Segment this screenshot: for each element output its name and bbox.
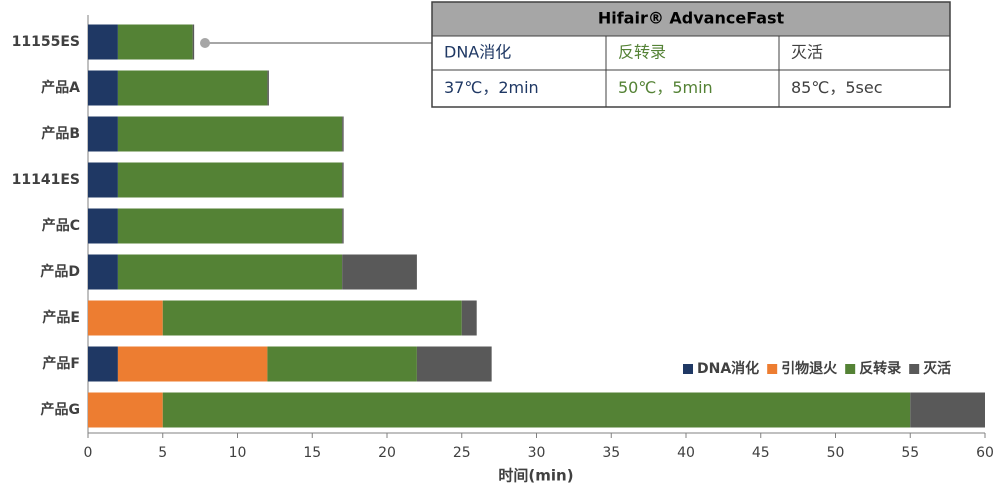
bar-segment	[461, 300, 477, 336]
bar-segment	[162, 392, 911, 428]
table-header: 反转录	[618, 43, 666, 62]
bar-segment	[117, 116, 343, 152]
legend-label: 反转录	[859, 360, 901, 377]
bar-segment	[88, 116, 118, 152]
x-tick-label: 55	[901, 445, 919, 461]
bar-segment	[267, 346, 417, 382]
bar-segment	[162, 300, 462, 336]
bar-segment	[416, 346, 492, 382]
bar-segment	[88, 346, 118, 382]
y-tick-label: 产品F	[42, 355, 80, 372]
bar-segment	[88, 208, 118, 244]
legend-swatch	[845, 364, 856, 374]
table-cell: 37℃，2min	[444, 78, 539, 97]
legend-swatch	[683, 364, 693, 374]
x-tick-label: 5	[158, 445, 167, 461]
x-tick-label: 45	[752, 445, 770, 461]
table-frame	[431, 1, 951, 108]
x-tick-label: 15	[303, 445, 321, 461]
x-axis-label: 时间(min)	[498, 467, 573, 485]
table-title-bg	[432, 2, 950, 36]
bar-segment	[88, 300, 163, 336]
legend-label: DNA消化	[697, 360, 759, 377]
bar-segment	[117, 346, 268, 382]
y-tick-label: 产品D	[40, 263, 80, 280]
legend-label: 引物退火	[781, 360, 838, 377]
table-title: Hifair® AdvanceFast	[598, 9, 785, 28]
bar-segment	[88, 24, 118, 60]
y-tick-label: 产品E	[42, 309, 80, 326]
bar-segment	[342, 254, 417, 290]
x-tick-label: 0	[84, 445, 93, 461]
x-tick-label: 25	[453, 445, 471, 461]
x-tick-label: 10	[229, 445, 247, 461]
y-tick-label: 11155ES	[12, 34, 80, 50]
bar-segment	[88, 254, 118, 290]
bar-segment	[117, 24, 193, 60]
table-cell: 50℃，5min	[618, 78, 713, 97]
x-tick-label: 30	[528, 445, 546, 461]
bar-segment	[342, 208, 344, 244]
y-tick-label: 产品B	[41, 125, 80, 142]
x-tick-label: 35	[602, 445, 620, 461]
x-tick-label: 40	[677, 445, 695, 461]
table-cell: 85℃，5sec	[791, 78, 883, 97]
connector-dot	[200, 38, 210, 48]
y-tick-label: 产品C	[42, 217, 80, 234]
x-tick-label: 50	[827, 445, 845, 461]
bar-segment	[910, 392, 985, 428]
y-tick-label: 11141ES	[12, 172, 80, 188]
bar-segment	[88, 162, 118, 198]
y-tick-label: 产品A	[41, 79, 80, 96]
legend-swatch	[767, 364, 778, 374]
y-tick-label: 产品G	[41, 401, 81, 418]
legend-label: 灭活	[922, 360, 951, 377]
table-header: DNA消化	[444, 43, 511, 62]
bar-segment	[88, 392, 163, 428]
table-header: 灭活	[791, 43, 823, 62]
bar-segment	[267, 70, 269, 106]
x-tick-label: 20	[378, 445, 396, 461]
x-tick-label: 60	[976, 445, 994, 461]
bar-segment	[192, 24, 195, 60]
bar-segment	[342, 116, 344, 152]
bar-segment	[88, 70, 118, 106]
bar-segment	[117, 162, 343, 198]
bar-segment	[117, 208, 343, 244]
bar-segment	[117, 70, 268, 106]
legend-swatch	[909, 364, 920, 374]
bar-segment	[342, 162, 344, 198]
bar-segment	[117, 254, 343, 290]
